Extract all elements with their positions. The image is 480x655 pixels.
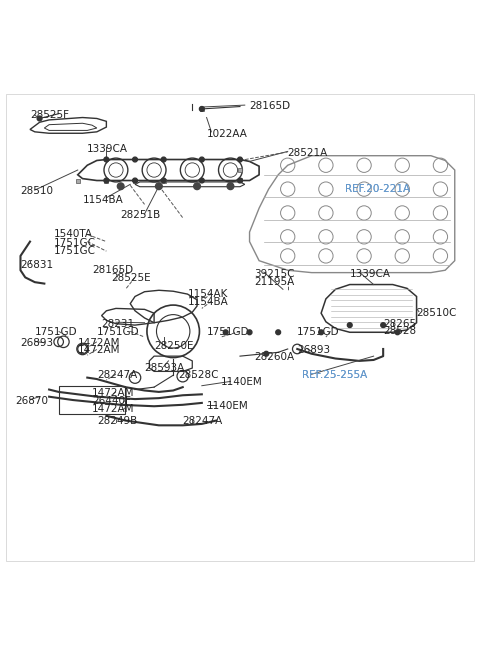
Text: 1472AM: 1472AM <box>78 345 120 356</box>
Circle shape <box>132 157 137 162</box>
Text: 28510: 28510 <box>21 187 53 196</box>
Text: 1022AA: 1022AA <box>206 129 248 140</box>
Text: 1751GD: 1751GD <box>206 328 249 337</box>
Text: 1751GD: 1751GD <box>35 328 77 337</box>
Text: 28247A: 28247A <box>183 415 223 426</box>
Text: REF.20-221A: REF.20-221A <box>345 184 410 194</box>
Text: 1154AK: 1154AK <box>188 289 228 299</box>
Circle shape <box>276 330 281 335</box>
Circle shape <box>348 323 352 328</box>
Circle shape <box>161 157 166 162</box>
Text: 1154BA: 1154BA <box>188 297 228 307</box>
Text: 28525E: 28525E <box>111 273 151 283</box>
Text: 1339CA: 1339CA <box>87 143 128 153</box>
Circle shape <box>199 107 204 111</box>
Circle shape <box>319 330 324 335</box>
Text: 1472AM: 1472AM <box>78 338 120 348</box>
Circle shape <box>132 178 137 183</box>
Circle shape <box>381 323 385 328</box>
Circle shape <box>37 116 42 121</box>
Circle shape <box>223 330 228 335</box>
Circle shape <box>199 178 204 183</box>
Text: 28525F: 28525F <box>30 110 69 120</box>
Text: 1472AM: 1472AM <box>92 403 134 413</box>
Circle shape <box>238 157 242 162</box>
Circle shape <box>161 178 166 183</box>
Text: 1140EM: 1140EM <box>221 377 263 387</box>
Text: 1140EM: 1140EM <box>206 402 248 411</box>
Circle shape <box>247 330 252 335</box>
Text: 1472AM: 1472AM <box>92 388 134 398</box>
Text: 28593A: 28593A <box>144 363 185 373</box>
Text: 26870: 26870 <box>16 396 48 406</box>
Circle shape <box>264 351 269 356</box>
Circle shape <box>194 183 200 189</box>
Circle shape <box>104 157 109 162</box>
Text: 28247A: 28247A <box>97 370 137 380</box>
Circle shape <box>227 183 234 189</box>
Text: 26440F: 26440F <box>92 396 131 406</box>
Text: REF.25-255A: REF.25-255A <box>302 370 367 380</box>
Text: 28250E: 28250E <box>154 341 193 350</box>
Text: 28251B: 28251B <box>120 210 161 220</box>
Text: 26831: 26831 <box>21 259 54 269</box>
Text: 21195A: 21195A <box>254 276 295 287</box>
Text: 1540TA: 1540TA <box>54 229 93 240</box>
Text: 1339CA: 1339CA <box>350 269 391 278</box>
Circle shape <box>117 183 124 189</box>
Circle shape <box>238 178 242 183</box>
Text: 1751GD: 1751GD <box>97 328 140 337</box>
Text: 28249B: 28249B <box>97 415 137 426</box>
Circle shape <box>156 183 162 189</box>
Text: 26893: 26893 <box>21 338 54 348</box>
Text: 28528: 28528 <box>383 326 416 336</box>
Text: 28260A: 28260A <box>254 352 294 362</box>
Text: 28521A: 28521A <box>288 148 328 159</box>
Text: REF.25-255A: REF.25-255A <box>302 370 367 380</box>
Text: 26893: 26893 <box>297 345 330 355</box>
Text: 28165D: 28165D <box>250 101 291 111</box>
Circle shape <box>104 178 109 183</box>
Text: REF.20-221A: REF.20-221A <box>345 184 410 194</box>
Text: 28265: 28265 <box>383 319 416 329</box>
Text: 1751GC: 1751GC <box>54 246 96 255</box>
Circle shape <box>395 330 400 335</box>
Text: 28528C: 28528C <box>178 370 218 380</box>
Circle shape <box>199 157 204 162</box>
Text: 39215C: 39215C <box>254 269 295 278</box>
Text: 1751GC: 1751GC <box>54 238 96 248</box>
Text: 28510C: 28510C <box>417 309 457 318</box>
Text: 28165D: 28165D <box>92 265 133 275</box>
Text: 1154BA: 1154BA <box>83 195 123 204</box>
Text: 1751GD: 1751GD <box>297 328 340 337</box>
Text: 28231: 28231 <box>102 319 135 329</box>
